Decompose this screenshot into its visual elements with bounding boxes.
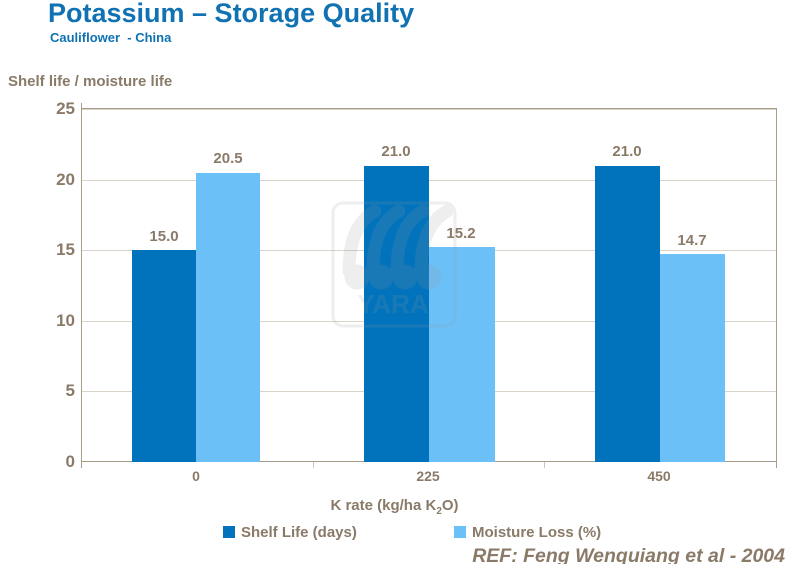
svg-text:YARA: YARA — [357, 289, 429, 319]
